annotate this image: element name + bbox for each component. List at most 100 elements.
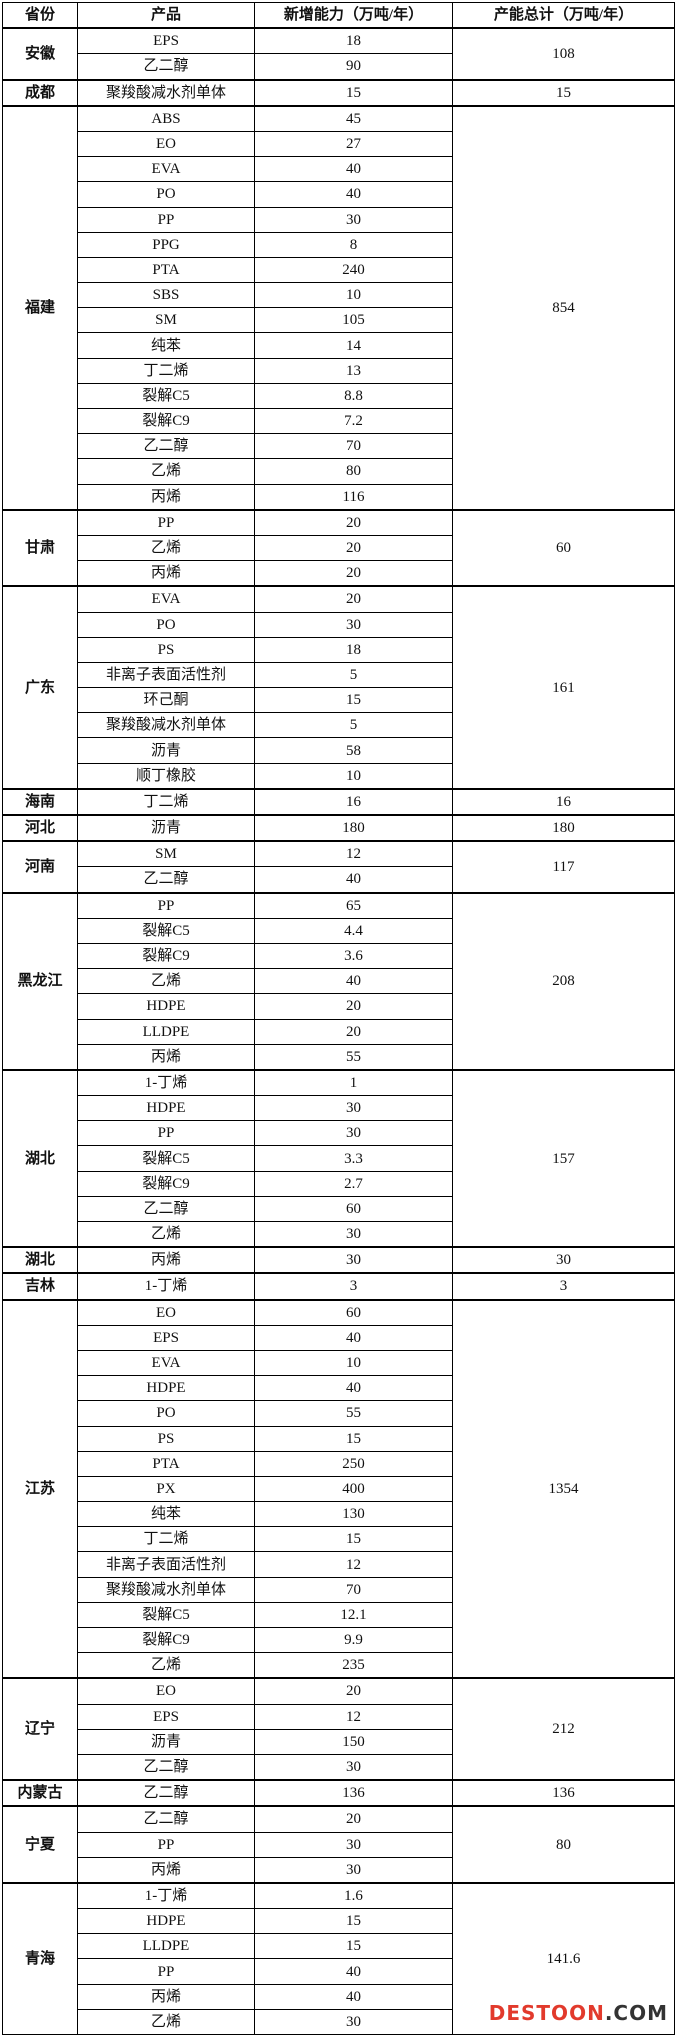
province-cell: 湖北	[2, 1068, 78, 1248]
capacity-cell: 40	[254, 1958, 453, 1985]
product-cell: PPG	[77, 231, 255, 258]
product-cell: 1-丁烯	[77, 1272, 255, 1301]
table-row: 裂解C9 9.9	[3, 1626, 675, 1654]
product-cell: 乙烯	[77, 968, 255, 995]
product-cell: ABS	[77, 104, 255, 132]
capacity-cell: 12	[254, 1551, 453, 1578]
capacity-cell: 235	[254, 1652, 453, 1679]
table-row: 乙二醇 90	[3, 53, 675, 81]
product-cell: PP	[77, 206, 255, 233]
table-row: PTA 240	[3, 256, 675, 284]
capacity-cell: 30	[254, 2008, 453, 2035]
province-cell: 吉林	[2, 1272, 78, 1301]
capacity-cell: 20	[254, 1677, 453, 1705]
product-cell: 非离子表面活性剂	[77, 661, 255, 689]
table-row: PPG 8	[3, 231, 675, 258]
product-cell: 乙二醇	[77, 1753, 255, 1781]
table-row: 河南 SM 12 117	[2, 840, 675, 894]
product-cell: SBS	[77, 282, 255, 309]
table-row: LLDPE 20	[3, 1018, 675, 1045]
province-cell: 福建	[2, 104, 78, 511]
header-cell: 产品	[77, 2, 255, 29]
capacity-cell: 20	[254, 508, 453, 536]
total-cell: 80	[452, 1805, 675, 1884]
table-row: 聚羧酸减水剂单体 5	[3, 712, 675, 739]
product-cell: 纯苯	[77, 1501, 255, 1528]
table-row: EVA 40	[3, 156, 675, 183]
capacity-cell: 8.8	[254, 382, 453, 410]
product-cell: 沥青	[77, 1728, 255, 1755]
product-cell: 裂解C5	[77, 382, 255, 410]
capacity-cell: 15	[254, 1933, 453, 1960]
capacity-cell: 240	[254, 256, 453, 284]
table-row: 广东 EVA 20 161	[2, 585, 675, 790]
capacity-cell: 14	[254, 332, 453, 359]
product-cell: 裂解C5	[77, 1145, 255, 1172]
table-row: 乙烯 80	[3, 458, 675, 485]
product-cell: 乙二醇	[77, 1805, 255, 1833]
total-cell: 1354	[452, 1298, 675, 1679]
capacity-cell: 45	[254, 104, 453, 132]
product-cell: EO	[77, 1298, 255, 1326]
table-row: 丙烯 30	[3, 1856, 675, 1884]
capacity-cell: 60	[254, 1298, 453, 1326]
capacity-cell: 40	[254, 866, 453, 894]
table-row: 裂解C5 4.4	[3, 917, 675, 944]
table-row: EPS 40	[3, 1324, 675, 1351]
capacity-cell: 30	[254, 1856, 453, 1884]
capacity-cell: 70	[254, 433, 453, 460]
capacity-cell: 40	[254, 968, 453, 995]
capacity-cell: 65	[254, 891, 453, 919]
capacity-cell: 10	[254, 762, 453, 790]
product-cell: 沥青	[77, 813, 255, 842]
capacity-cell: 30	[254, 1095, 453, 1122]
table-row: PS 18	[3, 636, 675, 663]
capacity-cell: 18	[254, 27, 453, 55]
product-cell: PS	[77, 1425, 255, 1452]
product-cell: HDPE	[77, 1908, 255, 1935]
table-row: 乙烯 20	[3, 534, 675, 562]
product-cell: 裂解C5	[77, 917, 255, 944]
product-cell: 丙烯	[77, 1983, 255, 2010]
capacity-cell: 9.9	[254, 1626, 453, 1654]
product-cell: PTA	[77, 1450, 255, 1477]
product-cell: 丙烯	[77, 1043, 255, 1071]
capacity-cell: 8	[254, 231, 453, 258]
product-cell: LLDPE	[77, 1018, 255, 1045]
product-cell: PO	[77, 611, 255, 638]
table-row: 丙烯 20	[3, 560, 675, 587]
total-cell: 15	[452, 78, 675, 107]
product-cell: 乙二醇	[77, 866, 255, 894]
table-row: 湖北 1-丁烯 1 157	[2, 1068, 675, 1248]
province-cell: 河北	[2, 813, 78, 842]
capacity-cell: 2.7	[254, 1170, 453, 1197]
product-cell: PS	[77, 636, 255, 663]
capacity-cell: 20	[254, 993, 453, 1020]
table-row: 乙烯 235	[3, 1652, 675, 1679]
product-cell: 乙烯	[77, 458, 255, 485]
product-cell: 丙烯	[77, 560, 255, 587]
product-cell: PTA	[77, 256, 255, 284]
table-row: 沥青 58	[3, 737, 675, 764]
product-cell: PP	[77, 1831, 255, 1858]
capacity-cell: 116	[254, 483, 453, 511]
capacity-cell: 180	[254, 813, 453, 842]
table-row: 吉林 1-丁烯 3 3	[2, 1272, 675, 1301]
product-cell: 乙二醇	[77, 53, 255, 81]
table-row: 湖北 丙烯 30 30	[2, 1246, 675, 1274]
product-cell: PP	[77, 1120, 255, 1147]
product-cell: SM	[77, 840, 255, 868]
table-row: PP 40	[3, 1958, 675, 1985]
watermark-brand: DESTOON	[488, 2001, 605, 2025]
table-row: 辽宁 EO 20 212	[2, 1677, 675, 1781]
capacity-cell: 16	[254, 787, 453, 816]
capacity-cell: 15	[254, 1908, 453, 1935]
product-cell: EVA	[77, 1349, 255, 1377]
province-cell: 广东	[2, 585, 78, 790]
table-row: HDPE 15	[3, 1908, 675, 1935]
province-cell: 内蒙古	[2, 1779, 78, 1807]
product-cell: 丁二烯	[77, 357, 255, 384]
total-cell: 30	[452, 1246, 675, 1274]
product-cell: PP	[77, 508, 255, 536]
capacity-cell: 12	[254, 1703, 453, 1730]
